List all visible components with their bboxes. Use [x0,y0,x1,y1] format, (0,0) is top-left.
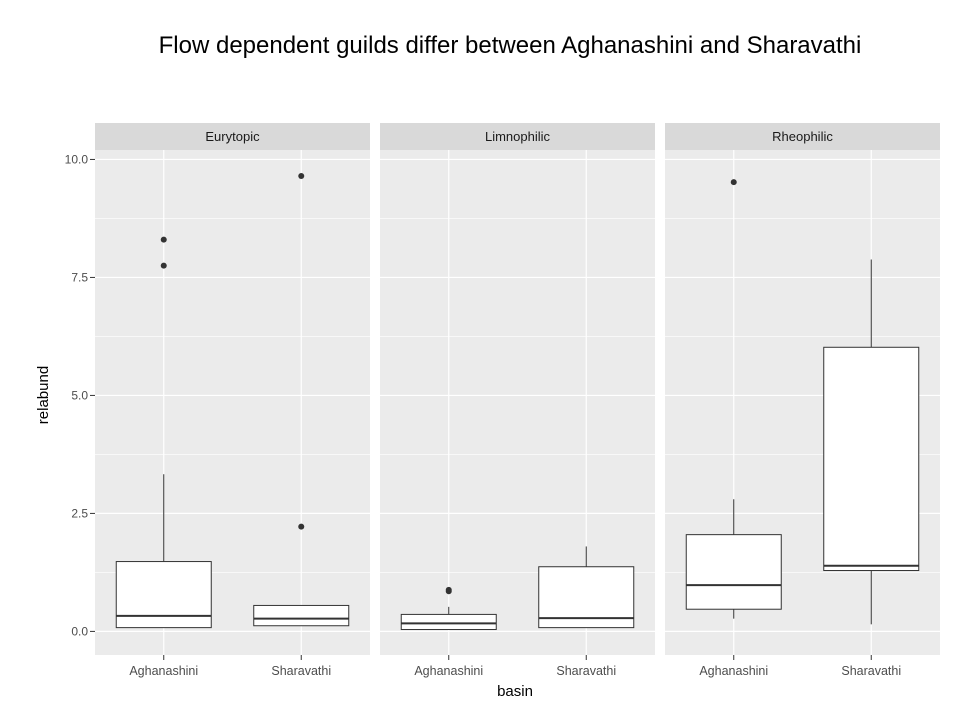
outlier-point [160,236,167,243]
y-tick-label: 10.0 [65,152,89,166]
box-iqr [253,604,350,627]
y-tick-label: 0.0 [71,624,88,638]
facet-strip [95,123,370,150]
facet-strip-label: Limnophilic [485,129,551,144]
box-iqr [400,613,497,631]
y-axis-title: relabund [35,366,52,424]
x-tick-label: Aghanashini [414,664,483,678]
facet-strip-label: Rheophilic [772,129,833,144]
facet-strip-label: Eurytopic [205,129,260,144]
outlier-point [160,262,167,269]
y-tick-label: 5.0 [71,388,88,402]
y-tick-label: 2.5 [71,506,88,520]
outlier-point [298,172,305,179]
facet-strip [380,123,655,150]
box-iqr [685,534,782,610]
x-tick-label: Sharavathi [556,664,616,678]
box-iqr [115,561,212,629]
box-iqr [823,346,920,572]
outlier-point [298,523,305,530]
y-tick-label: 7.5 [71,270,88,284]
slide-title: Flow dependent guilds differ between Agh… [158,32,862,59]
x-tick-label: Sharavathi [841,664,901,678]
outlier-point [445,586,452,593]
facet-strip [665,123,940,150]
x-tick-label: Aghanashini [129,664,198,678]
outlier-point [730,179,737,186]
x-axis-title: basin [497,683,533,700]
x-tick-label: Sharavathi [271,664,331,678]
x-tick-label: Aghanashini [699,664,768,678]
